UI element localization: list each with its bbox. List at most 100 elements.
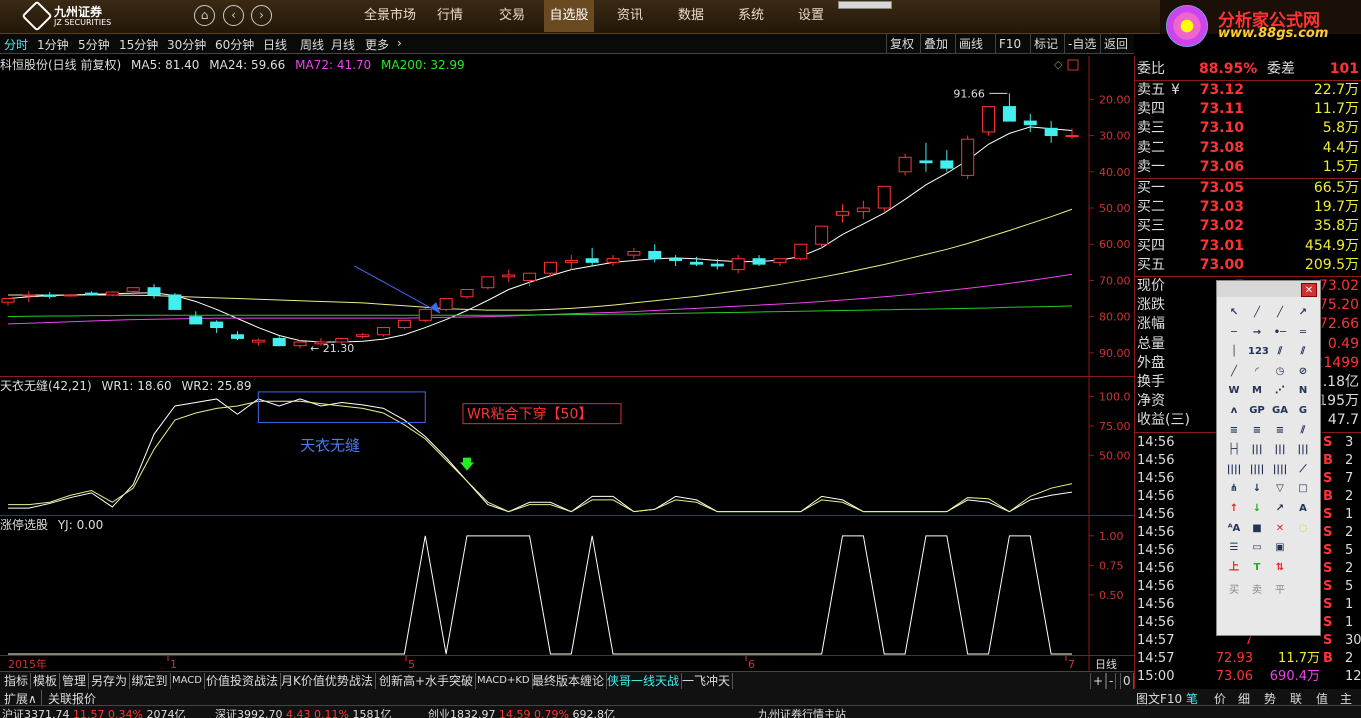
back-arrow-icon[interactable]: ‹: [223, 5, 244, 26]
peak-icon[interactable]: ʌ: [1230, 405, 1238, 416]
ga-icon[interactable]: GA: [1272, 405, 1288, 416]
trend-icon[interactable]: ⋰: [1275, 385, 1285, 397]
annotation-arrow[interactable]: [354, 265, 441, 314]
sell-mark-button[interactable]: 卖: [1252, 585, 1262, 597]
indicator-tab-7[interactable]: 月K价值优势战法: [279, 673, 376, 689]
span-icon[interactable]: ├┤: [1227, 444, 1241, 456]
annotation-box[interactable]: [257, 391, 426, 423]
nav-1[interactable]: 行情: [436, 8, 463, 23]
period-9[interactable]: 更多: [365, 38, 390, 52]
up-down-icon[interactable]: ⇅: [1275, 561, 1285, 573]
related-quote-button[interactable]: 关联报价: [48, 692, 97, 706]
light-icon[interactable]: ◌: [1298, 522, 1308, 534]
toolbar-btn-4[interactable]: 标记: [1030, 34, 1061, 54]
pane-divider[interactable]: [0, 515, 1134, 516]
delete-icon[interactable]: ✕: [1275, 522, 1285, 534]
g-icon[interactable]: G: [1298, 405, 1308, 416]
channel-icon[interactable]: ⫽: [1277, 346, 1283, 358]
indicator-tab-4[interactable]: 绑定到: [130, 673, 171, 689]
period-5[interactable]: 60分钟: [215, 38, 255, 52]
quote-tab-5[interactable]: 联: [1290, 692, 1303, 706]
indicator-tab-9[interactable]: MACD+KD: [475, 673, 533, 689]
nav-2[interactable]: 交易: [498, 8, 525, 23]
fib-icon[interactable]: 123: [1248, 346, 1269, 358]
wr-indicator-chart[interactable]: 50.00 75.00 100.0 天衣无缝 WR粘合下穿【50】: [0, 377, 1134, 515]
window-control-icon[interactable]: [838, 1, 892, 9]
limit-up-indicator-chart[interactable]: 0.50 0.75 1.00: [0, 516, 1134, 655]
t-icon[interactable]: T: [1253, 561, 1261, 573]
fill-icon[interactable]: ■: [1252, 522, 1262, 534]
period-8[interactable]: 月线: [331, 38, 356, 52]
toolbar-btn-0[interactable]: 复权: [886, 34, 917, 54]
pen-icon[interactable]: ╱: [1230, 365, 1238, 377]
palette-header[interactable]: [1217, 281, 1320, 297]
period-3[interactable]: 15分钟: [119, 38, 159, 52]
flat-mark-button[interactable]: 平: [1275, 585, 1285, 597]
dot-line-icon[interactable]: •─: [1273, 326, 1287, 338]
gann2-icon[interactable]: |||: [1297, 444, 1309, 456]
expand-button[interactable]: 扩展∧: [4, 690, 42, 707]
rect-icon[interactable]: □: [1298, 483, 1308, 495]
pane-divider[interactable]: [0, 376, 1134, 377]
quote-tab-2[interactable]: 价: [1214, 692, 1227, 706]
home-icon[interactable]: ⌂: [194, 5, 215, 26]
indicator-tab-3[interactable]: 另存为: [89, 673, 131, 689]
indicator-tab-12[interactable]: 一飞冲天: [680, 673, 734, 689]
gp-icon[interactable]: GP: [1249, 405, 1265, 416]
dir-arrow-icon[interactable]: ↗: [1275, 503, 1285, 514]
quote-tab-1[interactable]: 笔: [1186, 692, 1199, 706]
indicator-tab-5[interactable]: MACD: [170, 673, 205, 689]
more-chevron-icon[interactable]: ›: [397, 36, 402, 50]
buy-level-1[interactable]: 买一 73.05 66.5万: [1135, 179, 1361, 198]
sell-level-1[interactable]: 卖一 73.06 1.5万: [1135, 158, 1361, 177]
green-down-arrow-icon[interactable]: ↓: [1252, 503, 1262, 514]
circle-icon[interactable]: ⊘: [1298, 365, 1308, 377]
nav-4[interactable]: 资讯: [616, 8, 643, 23]
sell-level-4[interactable]: 卖四 73.11 11.7万: [1135, 100, 1361, 119]
blank-icon[interactable]: [1294, 540, 1312, 555]
arrow-line-icon[interactable]: →: [1252, 326, 1262, 338]
quote-tab-0[interactable]: 图文F10: [1136, 692, 1183, 706]
quote-tab-6[interactable]: 值: [1316, 692, 1329, 706]
quote-tab-3[interactable]: 细: [1238, 692, 1251, 706]
nav-5[interactable]: 数据: [677, 8, 704, 23]
indicator-tab-2[interactable]: 管理: [60, 673, 90, 689]
indicator-tab-10[interactable]: 最终版本缠论: [530, 673, 608, 689]
segment-icon[interactable]: ╱: [1253, 307, 1261, 318]
camera-icon[interactable]: ▣: [1275, 542, 1285, 554]
toolbar-btn-2[interactable]: 画线: [955, 34, 986, 54]
buy-mark-button[interactable]: 买: [1229, 585, 1239, 597]
vbars3-icon[interactable]: ||||: [1272, 463, 1288, 475]
period-1[interactable]: 1分钟: [37, 38, 69, 52]
blank2-icon[interactable]: [1294, 560, 1312, 575]
wave-m-icon[interactable]: M: [1252, 385, 1262, 397]
skew-icon[interactable]: ⟋: [1299, 463, 1307, 475]
level-icon[interactable]: ═: [1299, 326, 1307, 338]
cursor-icon[interactable]: ↖: [1229, 307, 1239, 318]
arrow-down-icon[interactable]: ↓: [1252, 483, 1262, 495]
bars-icon[interactable]: ≡: [1229, 424, 1239, 436]
fan-down-icon[interactable]: ⋔: [1229, 483, 1239, 495]
quote-tab-7[interactable]: 主: [1340, 692, 1353, 706]
tab-control-2[interactable]: 0: [1120, 673, 1134, 689]
up-icon[interactable]: 上: [1229, 561, 1239, 573]
triangle-icon[interactable]: ▽: [1276, 483, 1284, 495]
tab-control-0[interactable]: +: [1090, 673, 1107, 689]
nav-0[interactable]: 全景市场: [363, 8, 416, 23]
close-icon[interactable]: ✕: [1301, 283, 1317, 297]
window-box-icon[interactable]: [1067, 59, 1079, 71]
quote-tab-4[interactable]: 势: [1264, 692, 1277, 706]
ad-banner[interactable]: 分析家公式网 www.88gs.com: [1160, 0, 1361, 50]
wave-w-icon[interactable]: W: [1228, 385, 1240, 397]
wave-n-icon[interactable]: N: [1298, 385, 1308, 397]
cycle-icon[interactable]: ◷: [1275, 365, 1285, 377]
red-up-arrow-icon[interactable]: ↑: [1229, 503, 1239, 514]
ruler-icon[interactable]: ▭: [1252, 542, 1262, 554]
toolbar-btn-5[interactable]: -自选: [1064, 34, 1099, 54]
ray-icon[interactable]: ↗: [1298, 307, 1308, 318]
diamond-icon[interactable]: ◇: [1054, 58, 1063, 71]
hline-icon[interactable]: ─: [1230, 326, 1238, 338]
indicator-tab-0[interactable]: 指标: [2, 673, 32, 689]
indicator-tab-1[interactable]: 模板: [31, 673, 61, 689]
nav-3[interactable]: 自选股: [544, 0, 594, 32]
